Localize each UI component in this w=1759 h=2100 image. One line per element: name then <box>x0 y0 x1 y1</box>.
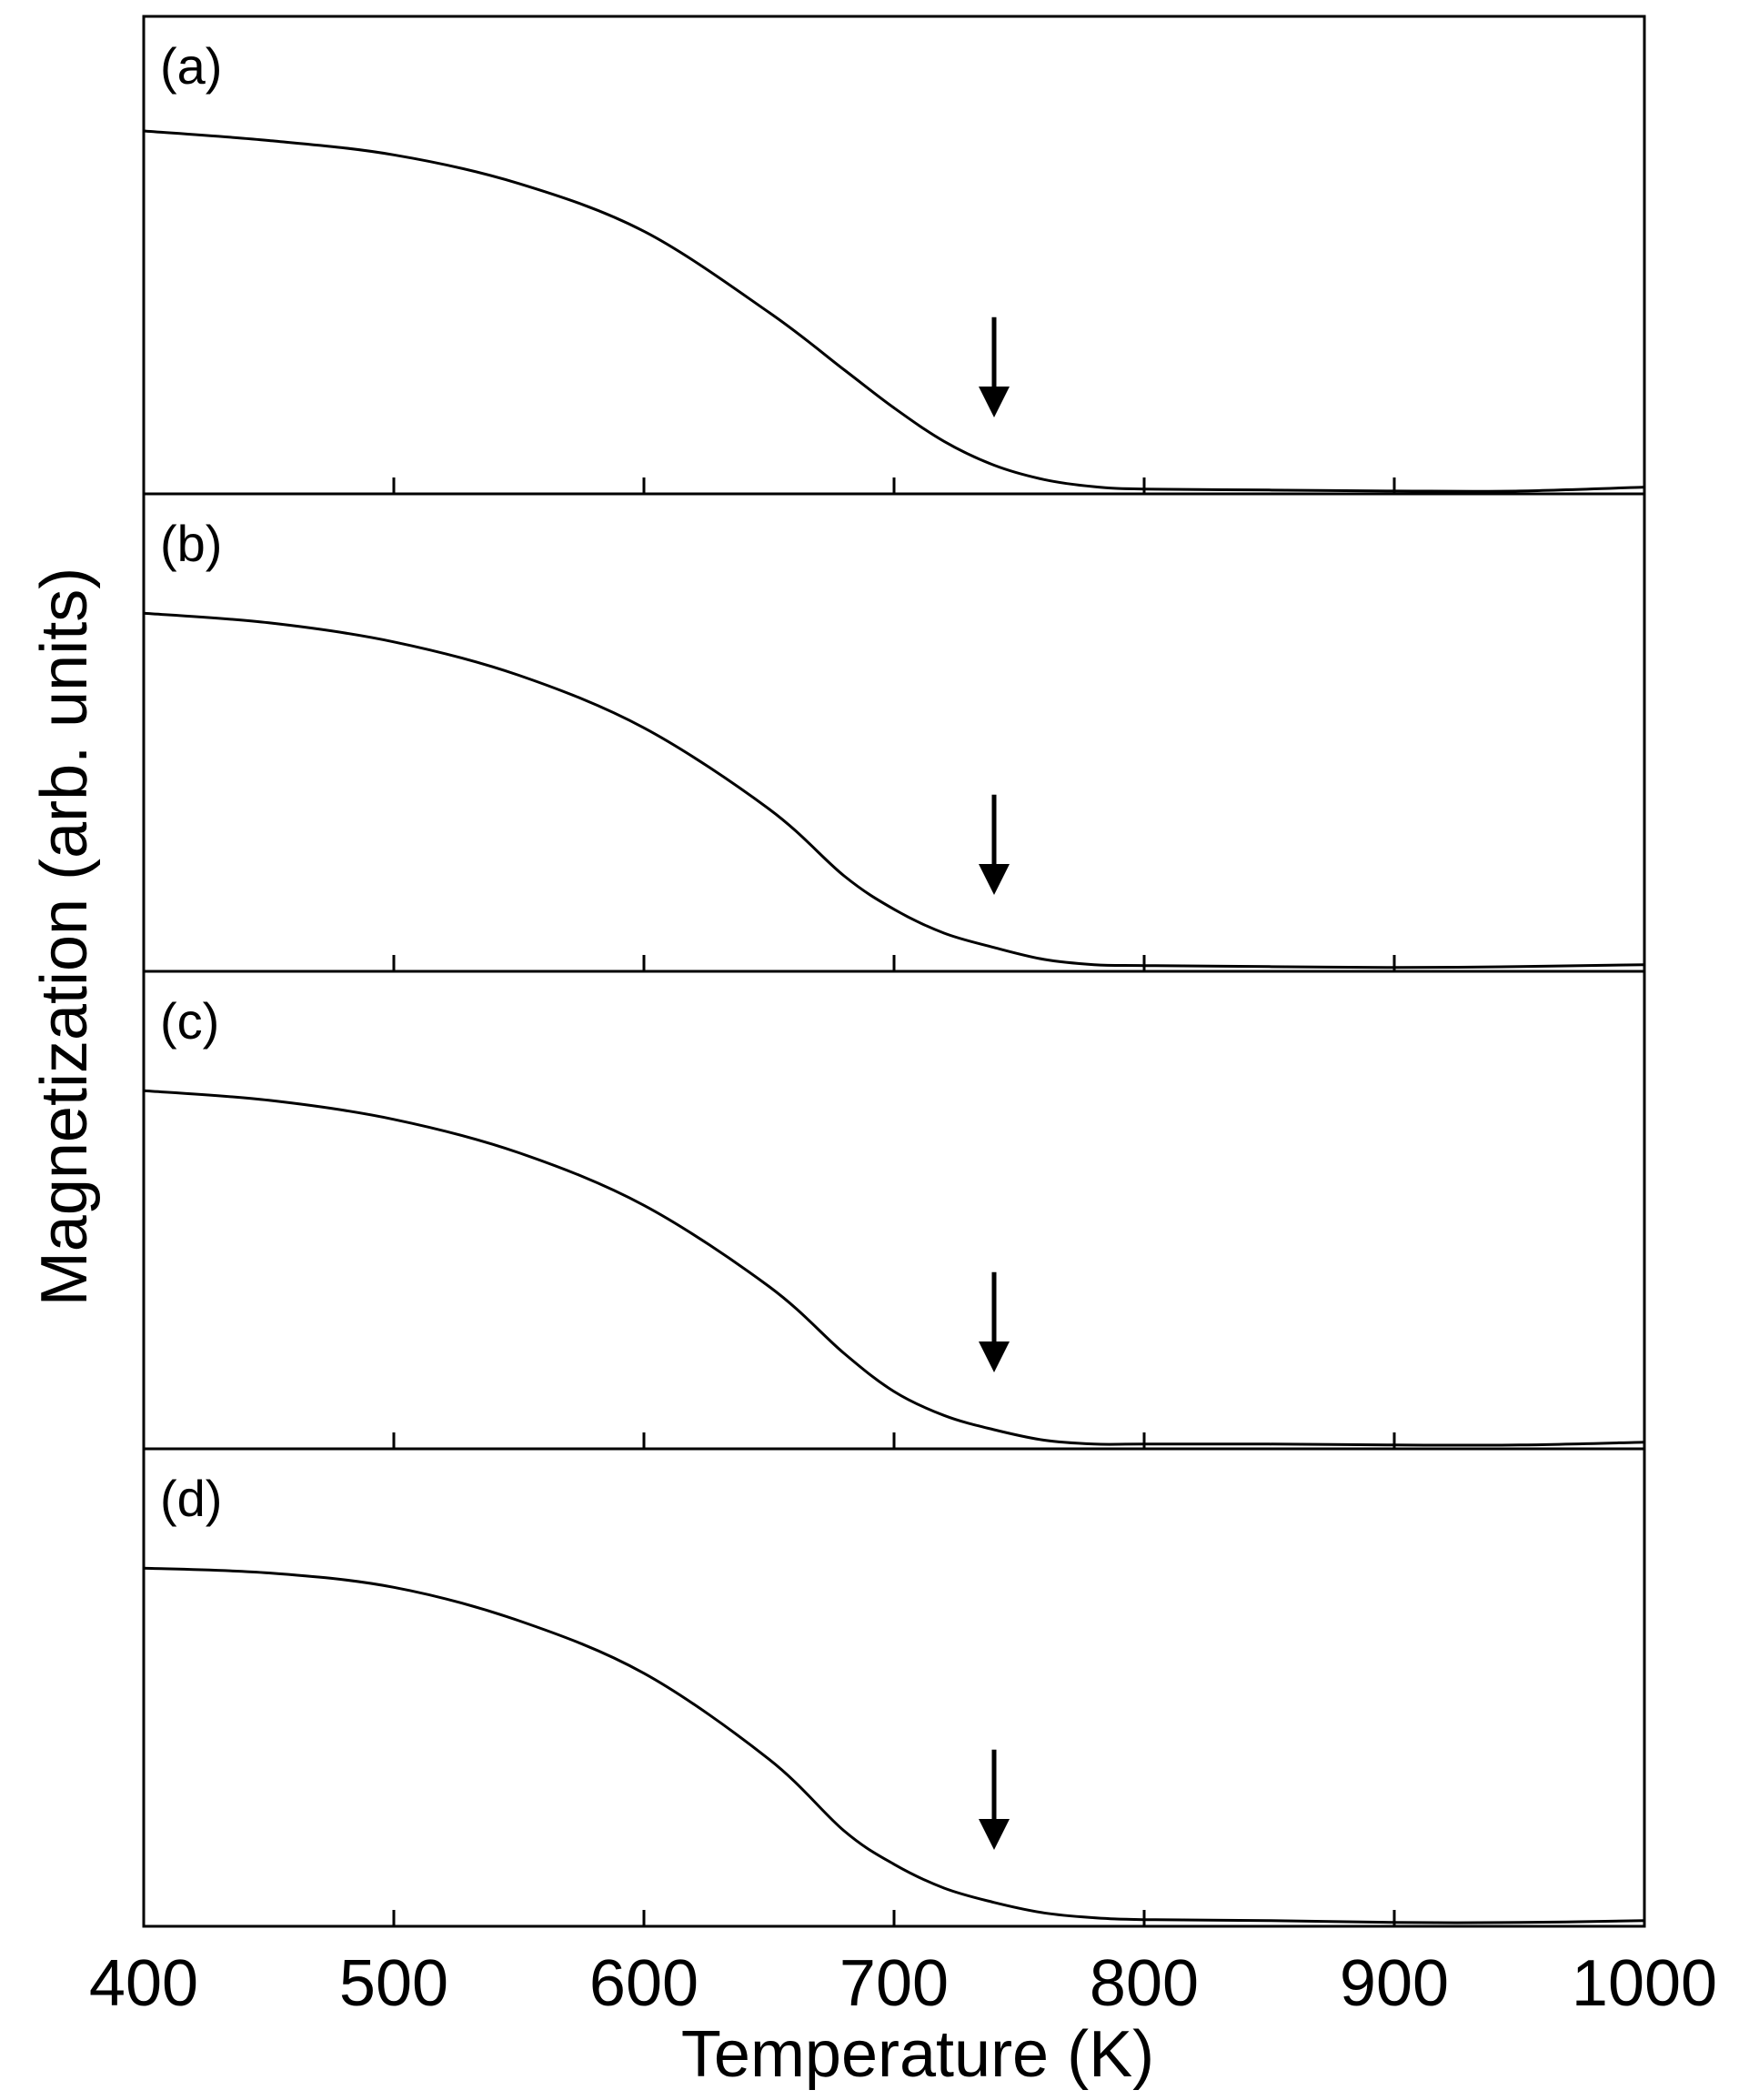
magnetization-curve <box>143 1089 1645 1447</box>
magnetization-curve <box>143 611 1645 970</box>
arrow-head-icon <box>979 387 1010 417</box>
magnetization-curve <box>143 1566 1645 1924</box>
x-tick-labels: 400 500 600 700 800 900 1000 <box>89 1947 1717 2020</box>
x-tick-label: 700 <box>839 1947 949 2020</box>
panel-3: (c) <box>142 970 1646 1451</box>
panel-label: (d) <box>160 1470 222 1527</box>
arrow-head-icon <box>979 864 1010 895</box>
panel-frame <box>142 1447 1646 1928</box>
x-tick-label: 900 <box>1340 1947 1449 2020</box>
panel-label: (a) <box>160 37 222 95</box>
arrow-head-icon <box>979 1819 1010 1850</box>
panel-label: (c) <box>160 992 219 1050</box>
panel-4: (d) <box>142 1447 1646 1928</box>
chart-panels: (a) (b) (c) (d) <box>142 15 1646 1928</box>
x-tick-label: 600 <box>589 1947 699 2020</box>
x-tick-label: 800 <box>1090 1947 1199 2020</box>
panel-label: (b) <box>160 515 222 572</box>
panel-frame <box>142 970 1646 1451</box>
arrow-head-icon <box>979 1341 1010 1372</box>
x-axis-label: Temperature (K) <box>681 2018 1154 2091</box>
panel-1: (a) <box>142 15 1646 496</box>
panel-2: (b) <box>142 492 1646 973</box>
x-tick-label: 500 <box>339 1947 448 2020</box>
x-tick-label: 1000 <box>1572 1947 1717 2020</box>
panel-frame <box>142 15 1646 496</box>
y-axis-label: Magnetization (arb. units) <box>28 568 101 1306</box>
magnetization-curve <box>143 129 1645 493</box>
x-tick-label: 400 <box>89 1947 198 2020</box>
panel-frame <box>142 492 1646 973</box>
